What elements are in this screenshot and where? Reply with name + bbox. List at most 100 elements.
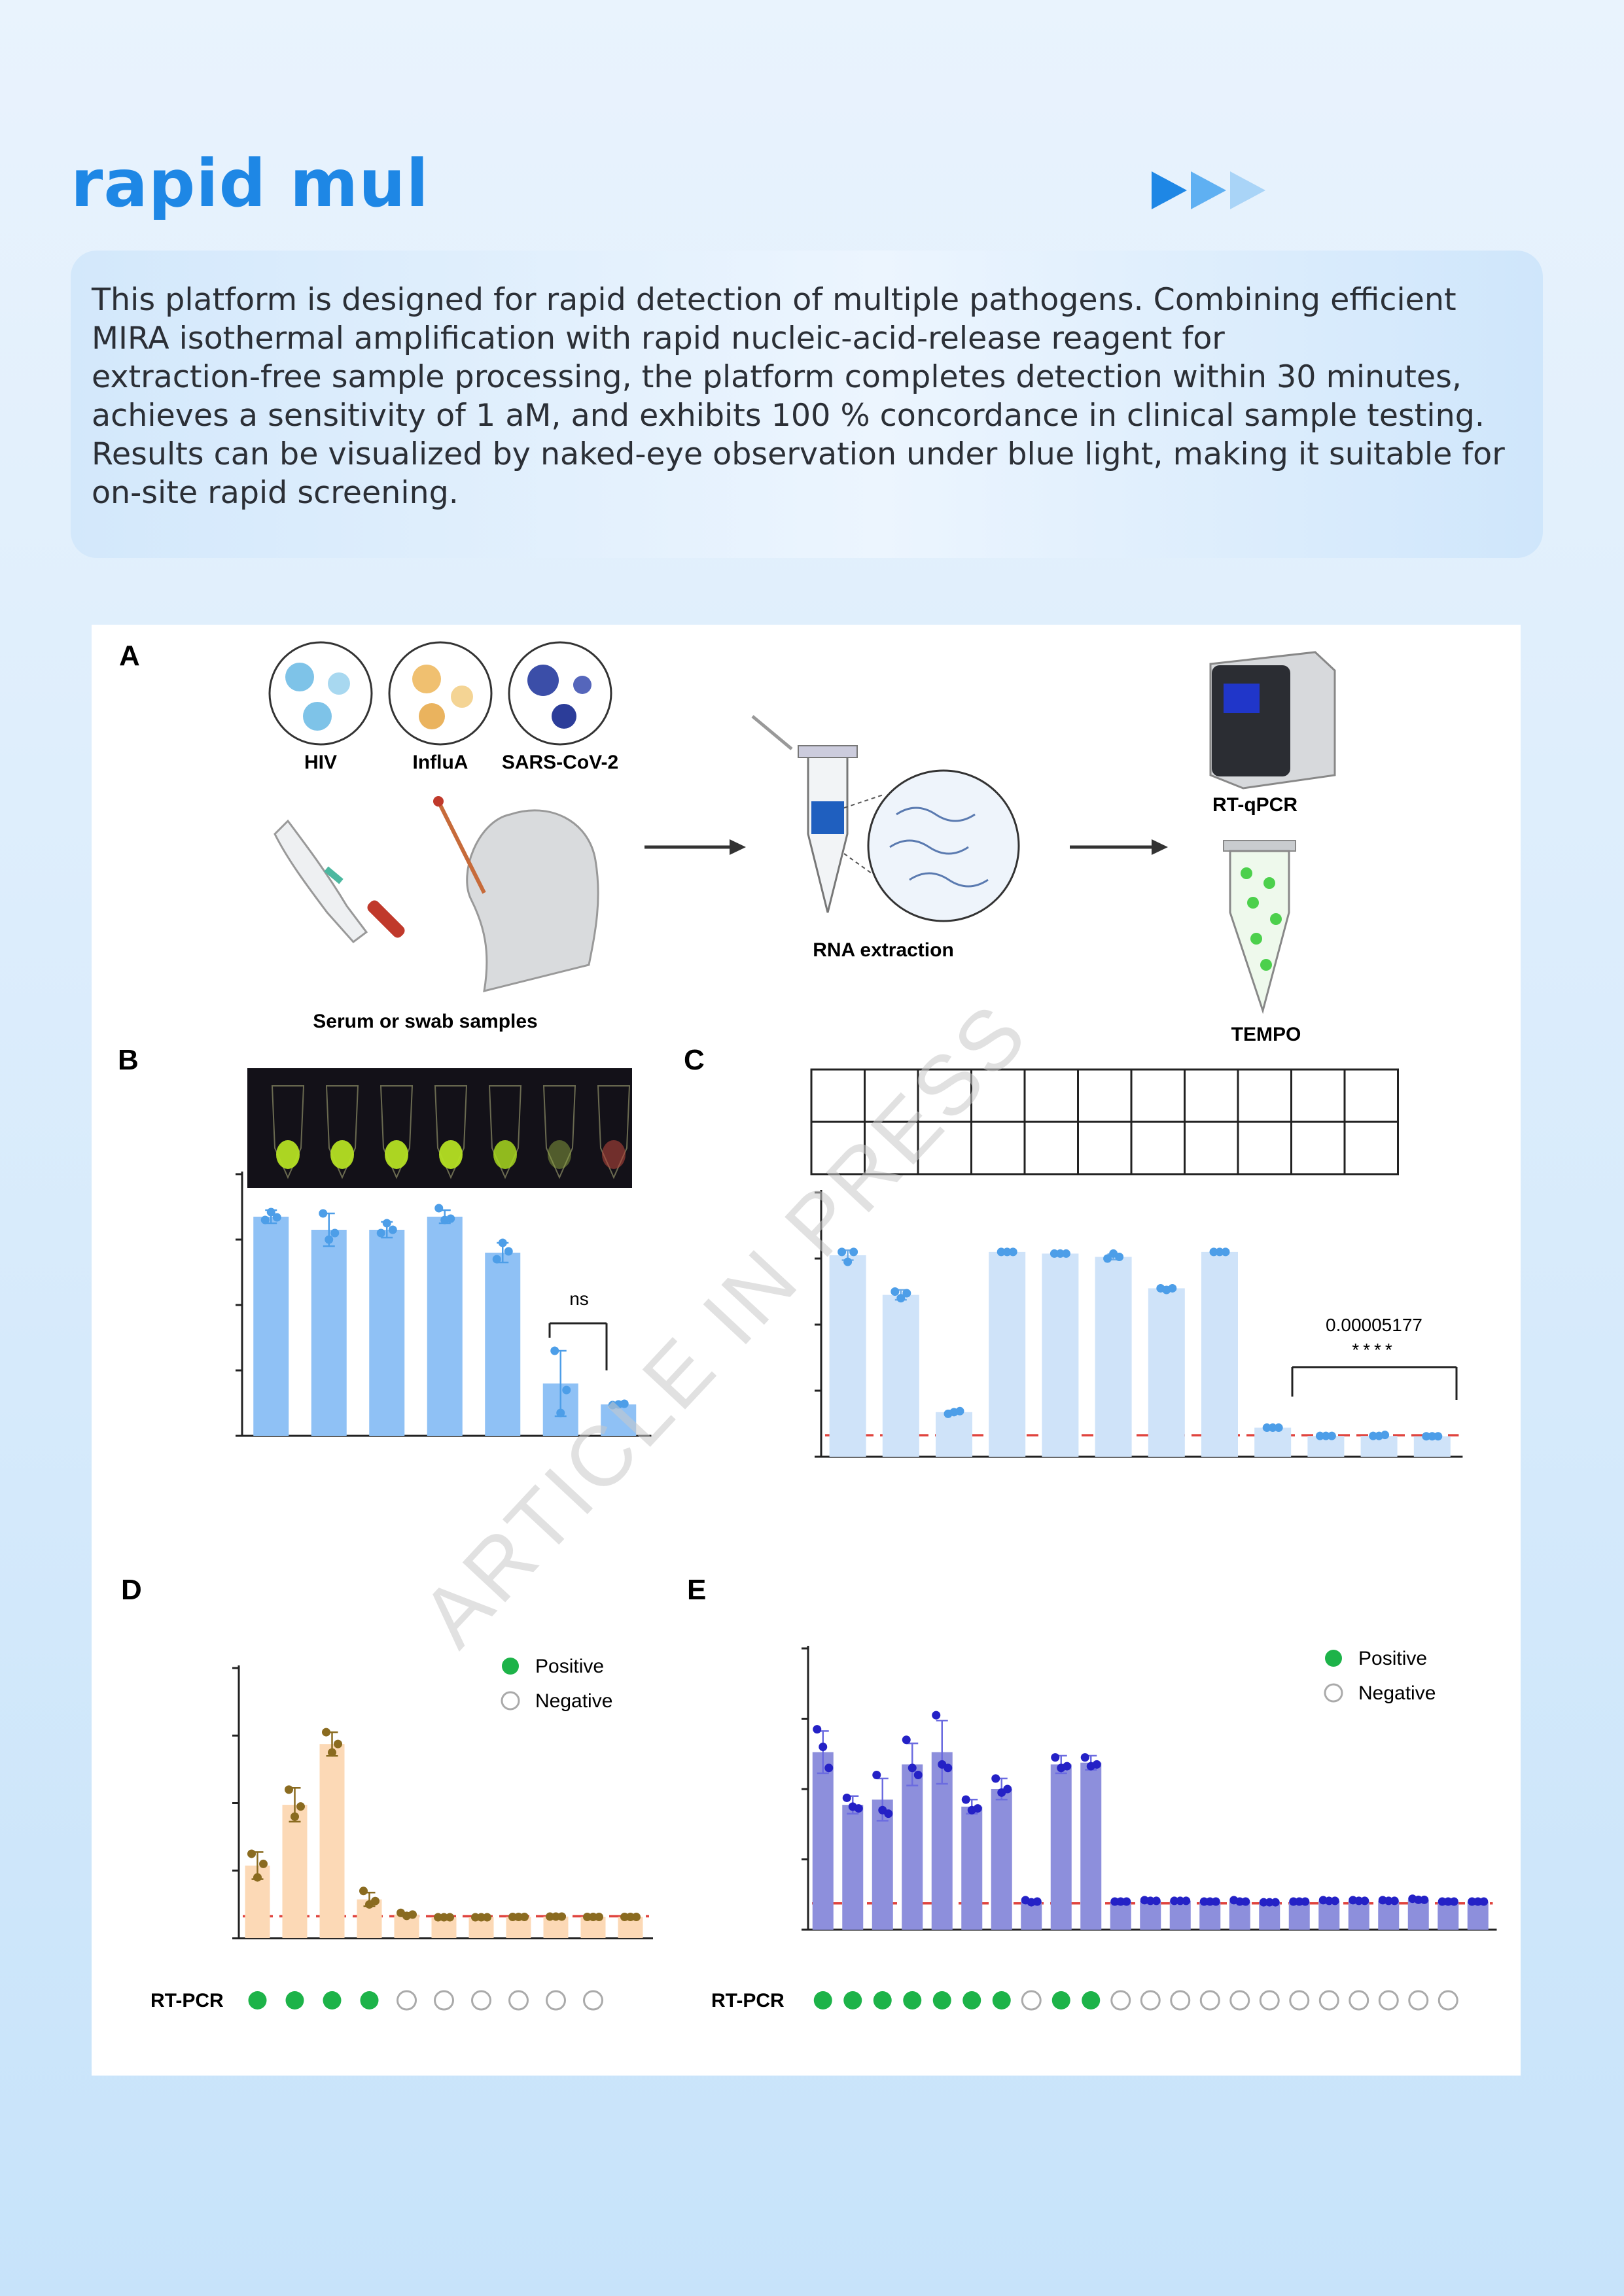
data-point [550,1346,559,1355]
data-point [1259,1898,1268,1907]
bar [1467,1902,1489,1930]
data-point [1327,1431,1336,1440]
data-point [991,1774,1000,1783]
data-point [1146,1896,1155,1905]
chart-c [815,1190,1463,1458]
data-point [1479,1897,1489,1906]
bar [1254,1427,1292,1457]
tube-glow [439,1140,463,1169]
data-point [1468,1897,1477,1906]
data-point [1182,1896,1191,1905]
table-cell [1023,1068,1079,1123]
data-point [1080,1753,1089,1762]
pathogen-label-sars: SARS-CoV-2 [502,752,618,773]
tempo-tube-icon [1223,840,1296,1015]
rtpcr-negative-dot [1318,1990,1339,2011]
fluorescent-tubes-photo [247,1068,632,1188]
data-point [1168,1283,1177,1293]
data-point [477,1913,485,1922]
data-point [1209,1247,1218,1257]
zoom-line [843,794,884,809]
hiv-virus-icon [268,641,373,746]
panel-a: A HIV InfluA SARS-CoV-2 Serum or [119,640,1336,1045]
data-point [1205,1897,1214,1906]
summary-text: This platform is designed for rapid dete… [92,281,1522,512]
data-point [1321,1431,1330,1440]
data-point [1002,1247,1012,1257]
data-point [440,1913,448,1922]
bar [1140,1900,1161,1930]
rtpcr-negative-dot [1110,1990,1131,2011]
bar [1378,1900,1400,1930]
data-point [944,1764,953,1773]
table-cell [1290,1068,1346,1123]
data-point [626,1912,635,1921]
rtpcr-negative-dot [397,1990,417,2011]
flow-arrow-head-icon [1152,839,1168,855]
data-point [961,1795,970,1804]
pvalue-label: 0.00005177 [1326,1315,1422,1335]
rtpcr-negative-dot [1140,1990,1161,2011]
table-cell [1290,1121,1346,1175]
data-point [838,1247,847,1257]
bar [989,1251,1026,1457]
data-point [1369,1431,1378,1440]
rtpcr-positive-dot [360,1991,379,2009]
bar [1080,1762,1102,1930]
rtpcr-negative-dot [434,1990,454,2011]
data-point [872,1771,881,1779]
legend-e: Positive Negative [1324,1648,1436,1704]
data-point [1428,1432,1437,1441]
rtpcr-negative-dot [1170,1990,1191,2011]
table-cell [1237,1068,1292,1123]
instrument-label: RT-qPCR [1212,794,1297,816]
rtpcr-label-e: RT-PCR [711,1990,785,2011]
data-point [1390,1896,1399,1905]
data-point [1354,1896,1364,1905]
bar [1318,1900,1340,1930]
data-point [498,1238,507,1247]
data-point [1008,1247,1017,1257]
table-cell [1184,1121,1239,1175]
data-point [556,1408,565,1418]
legend-positive-label: Positive [1358,1648,1427,1669]
legend-positive-label: Positive [535,1656,604,1677]
chart-d [232,1665,653,2011]
table-cell [1077,1068,1133,1123]
rtpcr-negative-dot [583,1990,603,2011]
bar [1229,1902,1250,1930]
rtpcr-negative-dot [1289,1990,1310,2011]
tube-glow [276,1140,300,1169]
data-point [253,1873,262,1882]
data-point [902,1289,911,1298]
rtpcr-negative-dot [1378,1990,1399,2011]
data-point [434,1204,444,1213]
summary-line: on-site rapid screening. [92,475,459,511]
rtpcr-label-d: RT-PCR [150,1990,224,2011]
tube-glow [330,1140,354,1169]
summary-line: This platform is designed for rapid dete… [92,282,1456,318]
data-point [1215,1247,1224,1257]
data-point [932,1711,941,1720]
table-cell [970,1121,1026,1175]
data-point [620,1399,629,1408]
summary-line: MIRA isothermal amplification with rapid… [92,321,1225,357]
table-cell [1130,1121,1186,1175]
data-point [285,1785,293,1794]
data-point [446,1214,455,1223]
data-point [319,1209,328,1218]
tube-glow [548,1140,571,1169]
bar [1259,1902,1280,1930]
data-point [446,1913,454,1922]
rtpcr-negative-dot [1408,1990,1429,2011]
data-point [552,1912,560,1921]
data-point [1241,1897,1250,1906]
play-arrow-icon [1152,171,1187,209]
rtpcr-positive-dot [932,1991,951,2009]
data-point [259,1859,268,1868]
sars-cov-2-virus-icon [508,641,612,746]
legend-positive-marker [502,1658,519,1675]
data-point [620,1912,629,1921]
bar [253,1217,289,1436]
panel-b: B ns [118,1044,652,1437]
